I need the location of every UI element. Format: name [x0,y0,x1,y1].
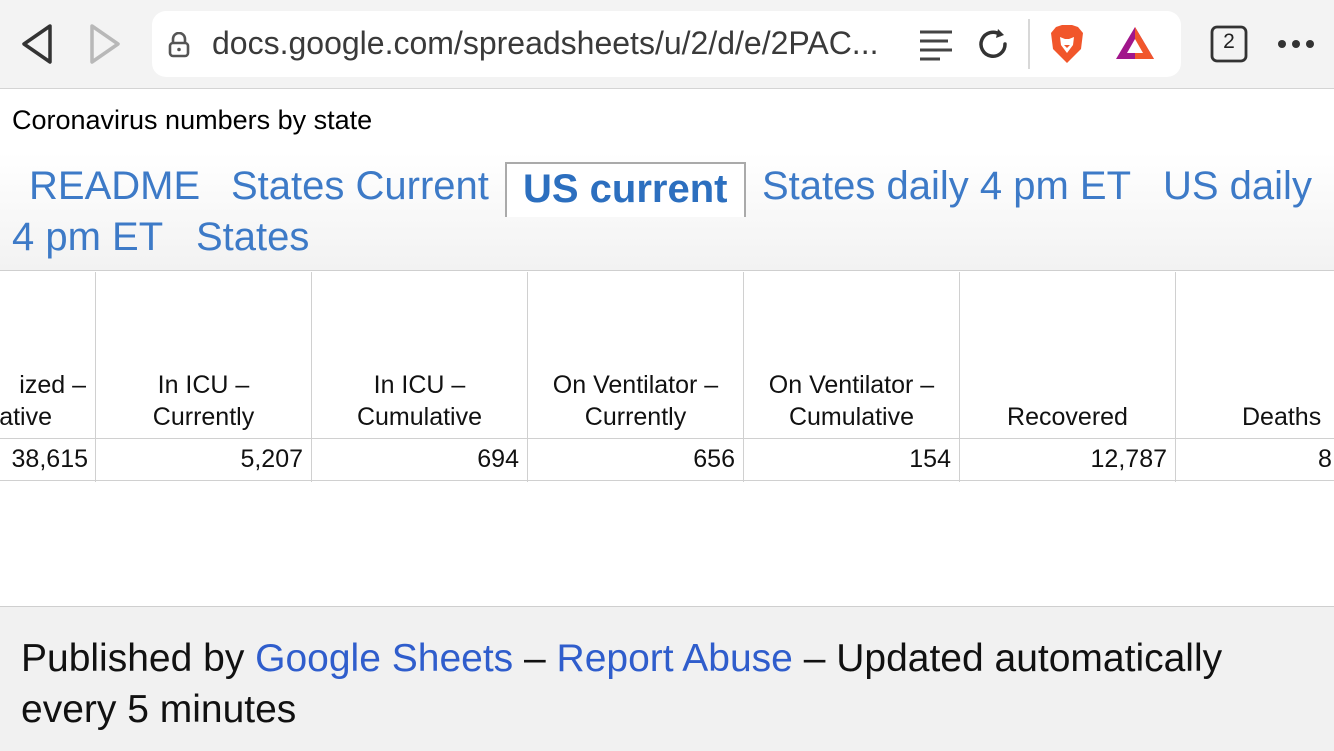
footer-suffix: – Updated automatically every 5 minutes [21,637,1223,731]
column-divider [95,272,96,482]
header-line: In ICU – [157,371,250,399]
tab-states-current[interactable]: States Current [231,164,489,208]
column-header-ventilator-currently[interactable]: On Ventilator – Currently [528,369,743,433]
header-line [960,369,1175,401]
row-divider [0,438,1334,439]
sheet-tabs: README States Current US current States … [0,152,1334,271]
header-line: On Ventilator – [552,371,719,399]
footer-prefix: Published by [21,637,256,680]
url-text[interactable]: docs.google.com/spreadsheets/u/2/d/e/2PA… [212,25,879,61]
tab-states[interactable]: States [196,215,310,259]
tab-switcher-icon[interactable]: 2 [1210,25,1248,68]
reload-icon[interactable] [974,25,1012,68]
column-header-deaths[interactable]: Deaths [1176,369,1334,433]
header-line [1242,369,1334,401]
footer-text: Published by Google Sheets – Report Abus… [21,633,1301,735]
forward-arrow-icon[interactable] [86,22,126,66]
brave-shields-icon[interactable] [1048,23,1086,70]
column-divider [743,272,744,482]
table-cell[interactable]: 656 [693,445,735,473]
column-header-icu-currently[interactable]: In ICU – Currently [96,369,311,433]
tab-us-current[interactable]: US current [505,162,746,217]
back-arrow-icon[interactable] [18,22,58,66]
table-cell[interactable]: 8 [1318,445,1332,473]
tab-states-daily[interactable]: States daily 4 pm ET [762,164,1132,208]
column-header-recovered[interactable]: Recovered [960,369,1175,433]
google-sheets-link[interactable]: Google Sheets [255,637,514,680]
tab-us-daily-continued[interactable]: 4 pm ET [12,215,164,259]
column-divider [959,272,960,482]
header-line: Currently [152,403,255,431]
address-bar[interactable]: docs.google.com/spreadsheets/u/2/d/e/2PA… [152,11,1181,77]
brave-rewards-icon[interactable] [1114,25,1156,68]
lock-icon [168,31,190,63]
header-line: Deaths [1242,403,1322,431]
tab-count: 2 [1223,30,1235,53]
table-cell[interactable]: 12,787 [1090,445,1167,473]
more-menu-icon[interactable] [1276,30,1316,63]
header-line: In ICU – [373,371,466,399]
header-line: On Ventilator – [768,371,935,399]
column-divider [1175,272,1176,482]
header-line: ative [0,403,52,431]
column-header-hospitalized-cumulative[interactable]: ized – ative [0,369,86,433]
report-abuse-link[interactable]: Report Abuse [556,637,793,680]
header-line: ized – [19,371,86,399]
footer-separator: – [513,637,557,680]
table-cell[interactable]: 38,615 [11,445,88,473]
document-title: Coronavirus numbers by state [12,105,373,135]
row-divider [0,480,1334,481]
browser-toolbar: docs.google.com/spreadsheets/u/2/d/e/2PA… [0,0,1334,89]
column-header-ventilator-cumulative[interactable]: On Ventilator – Cumulative [744,369,959,433]
column-header-icu-cumulative[interactable]: In ICU – Cumulative [312,369,527,433]
reader-mode-icon[interactable] [918,28,954,67]
header-line: Cumulative [788,403,915,431]
toolbar-separator [1028,19,1030,69]
table-cell[interactable]: 154 [909,445,951,473]
tab-us-daily[interactable]: US daily [1163,164,1312,208]
data-grid: ized – ative In ICU – Currently In ICU –… [0,272,1334,482]
table-cell[interactable]: 5,207 [240,445,303,473]
header-line: Cumulative [356,403,483,431]
header-line: Currently [584,403,687,431]
published-footer: Published by Google Sheets – Report Abus… [0,606,1334,751]
column-divider [311,272,312,482]
table-cell[interactable]: 694 [477,445,519,473]
header-line: Recovered [1007,403,1128,431]
column-divider [527,272,528,482]
tab-readme[interactable]: README [29,164,201,208]
